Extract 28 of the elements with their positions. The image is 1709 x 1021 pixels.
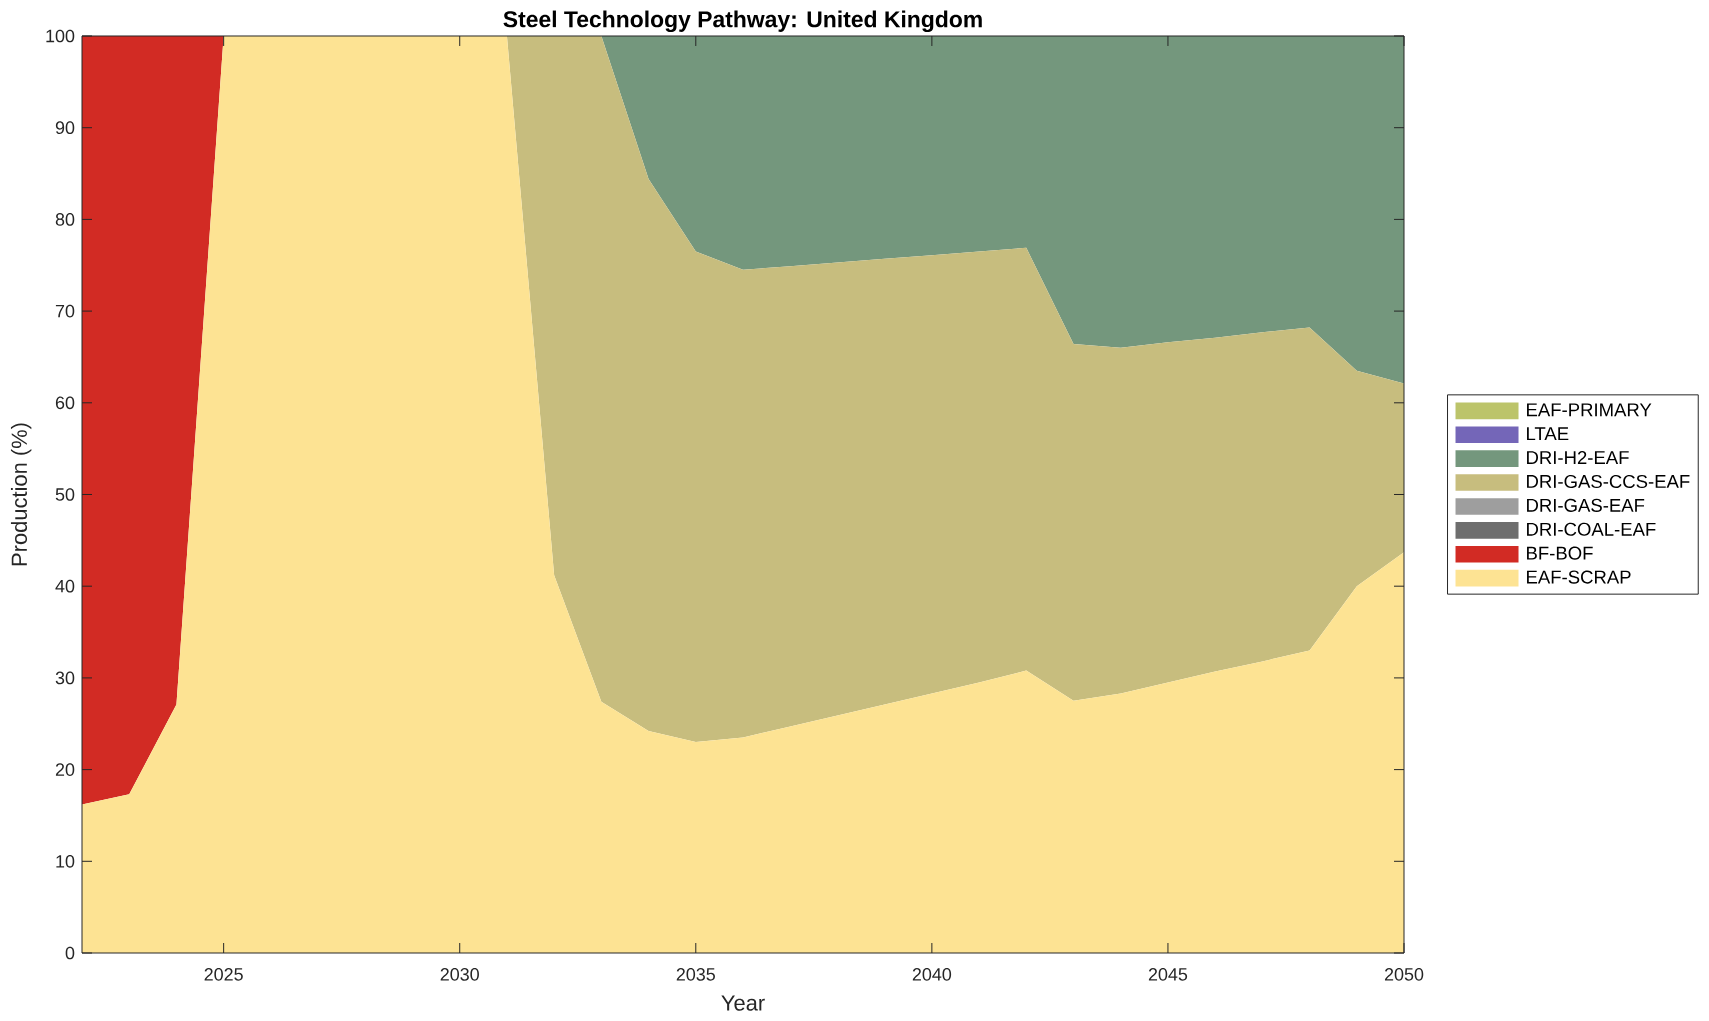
y-tick-label: 80 <box>55 213 75 226</box>
legend-label: BF-BOF <box>1527 546 1593 560</box>
y-tick-label: 50 <box>55 488 75 501</box>
legend-label: DRI-H2-EAF <box>1527 451 1629 464</box>
legend-label: EAF-PRIMARY <box>1527 403 1652 417</box>
x-tick-label: 2025 <box>204 968 243 981</box>
legend-label: EAF-SCRAP <box>1527 570 1631 584</box>
chart-title: Steel Technology Pathway: United Kingdom <box>503 10 982 32</box>
y-axis-title: Production (%) <box>10 423 32 566</box>
y-tick-label: 20 <box>55 763 75 776</box>
x-tick-label: 2045 <box>1148 968 1188 981</box>
legend-label: DRI-COAL-EAF <box>1527 522 1656 536</box>
y-tick-label: 10 <box>56 854 75 868</box>
y-tick-label: 70 <box>55 304 75 318</box>
legend-label: DRI-GAS-EAF <box>1527 498 1645 512</box>
x-tick-label: 2035 <box>676 968 715 981</box>
x-axis-title: Year <box>721 995 765 1011</box>
y-tick-label: 60 <box>55 396 75 410</box>
x-tick-label: 2030 <box>440 968 479 981</box>
y-tick-label: 40 <box>55 579 75 593</box>
x-tick-label: 2040 <box>912 968 952 981</box>
y-tick-label: 0 <box>65 946 75 960</box>
y-tick-label: 90 <box>55 121 75 135</box>
x-tick-label: 2050 <box>1384 968 1424 981</box>
y-tick-label: 30 <box>55 671 75 685</box>
y-tick-label: 100 <box>46 29 75 43</box>
legend-label: LTAE <box>1527 427 1569 441</box>
legend-label: DRI-GAS-CCS-EAF <box>1527 474 1690 489</box>
